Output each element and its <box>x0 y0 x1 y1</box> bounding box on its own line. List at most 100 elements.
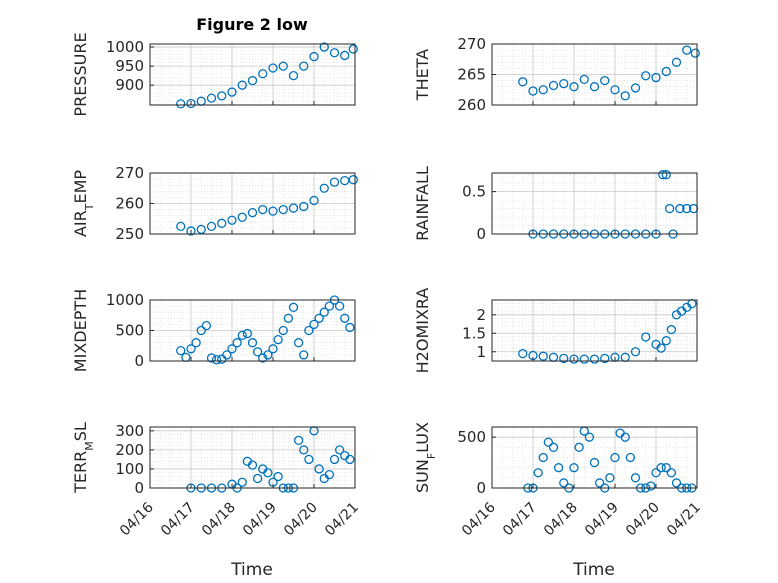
data-point <box>620 432 630 442</box>
data-point <box>273 471 283 482</box>
data-point <box>584 432 595 442</box>
data-point <box>186 344 196 354</box>
data-point <box>345 454 355 465</box>
data-point <box>309 51 319 62</box>
data-point <box>196 325 206 336</box>
y-axis-label: SUNFLUX <box>413 422 438 493</box>
y-tick-label: 1000 <box>106 38 144 56</box>
data-point <box>641 332 651 342</box>
data-point <box>656 343 666 353</box>
data-point <box>217 91 227 101</box>
data-point <box>688 203 699 214</box>
data-point <box>319 307 329 317</box>
data-point <box>191 338 201 348</box>
data-point <box>605 473 615 483</box>
data-point <box>278 325 288 336</box>
data-point <box>538 452 548 463</box>
data-point <box>651 72 661 83</box>
data-point <box>658 170 668 180</box>
data-point <box>176 99 186 109</box>
data-point <box>247 75 258 86</box>
y-tick-label: 0 <box>476 479 486 497</box>
data-point <box>268 344 278 354</box>
data-point <box>201 320 212 331</box>
y-tick-label: 900 <box>115 76 144 94</box>
data-point <box>278 61 288 71</box>
data-point <box>247 460 258 470</box>
data-point <box>538 351 548 361</box>
y-tick-label: 0 <box>476 225 486 243</box>
y-tick-label: 260 <box>457 96 486 114</box>
data-point <box>206 93 217 103</box>
data-point <box>186 226 196 236</box>
axes-box <box>491 426 698 489</box>
axes-box <box>491 299 698 362</box>
data-point <box>538 85 548 95</box>
data-point <box>273 334 283 345</box>
y-axis-label: H2OMIXRA <box>413 288 432 374</box>
data-point <box>671 478 682 488</box>
y-tick-label: 0.5 <box>462 183 486 201</box>
data-point <box>666 324 677 335</box>
data-point <box>666 468 677 478</box>
data-point <box>263 468 273 478</box>
data-point <box>610 85 620 95</box>
data-point <box>324 301 335 311</box>
subplot-mixdepth: 0 500 1000 MIXDEPTH <box>71 289 356 372</box>
data-point <box>304 325 314 336</box>
data-point <box>559 478 569 488</box>
data-point <box>299 61 309 71</box>
data-point <box>314 313 324 323</box>
data-point <box>252 347 263 357</box>
data-point <box>232 338 242 348</box>
data-point <box>278 204 288 215</box>
data-point <box>569 82 579 92</box>
data-point <box>268 206 278 216</box>
data-point <box>211 355 222 365</box>
data-point <box>258 204 268 215</box>
data-point <box>293 435 304 445</box>
data-point <box>548 442 559 452</box>
y-tick-label: 270 <box>457 35 486 53</box>
data-point <box>222 350 232 360</box>
y-tick-label: 265 <box>457 66 486 84</box>
data-point <box>661 170 671 180</box>
data-point <box>569 354 579 364</box>
data-point <box>661 66 671 77</box>
data-point <box>176 345 186 356</box>
y-tick-label: 270 <box>115 164 144 182</box>
data-point <box>186 98 196 109</box>
data-point <box>579 74 589 85</box>
y-tick-label: 0 <box>134 479 144 497</box>
data-point <box>610 452 620 463</box>
y-axis-label: THETA <box>413 49 432 101</box>
data-point <box>309 195 319 206</box>
data-point <box>589 354 600 364</box>
data-point <box>324 470 335 480</box>
y-tick-label: 1 <box>476 343 486 361</box>
data-point <box>641 71 651 81</box>
data-point <box>646 481 656 491</box>
data-point <box>589 457 600 468</box>
y-tick-label: 500 <box>115 322 144 340</box>
data-point <box>288 203 299 213</box>
data-point <box>237 212 247 222</box>
data-point <box>176 221 186 232</box>
data-point <box>656 463 666 473</box>
data-point <box>263 350 273 360</box>
subplot-air-temp: 250 260 270 AIRTEMP <box>71 164 358 243</box>
data-point <box>533 468 543 478</box>
y-axis-label: MIXDEPTH <box>71 289 90 372</box>
data-point <box>283 313 294 323</box>
data-point <box>600 75 610 86</box>
data-point <box>206 221 217 232</box>
y-tick-label: 100 <box>115 460 144 478</box>
data-point <box>227 215 237 225</box>
data-point <box>247 207 258 218</box>
y-tick-label: 1000 <box>106 291 144 309</box>
data-point <box>630 347 641 357</box>
data-point <box>675 203 685 214</box>
y-tick-label: 200 <box>115 441 144 459</box>
